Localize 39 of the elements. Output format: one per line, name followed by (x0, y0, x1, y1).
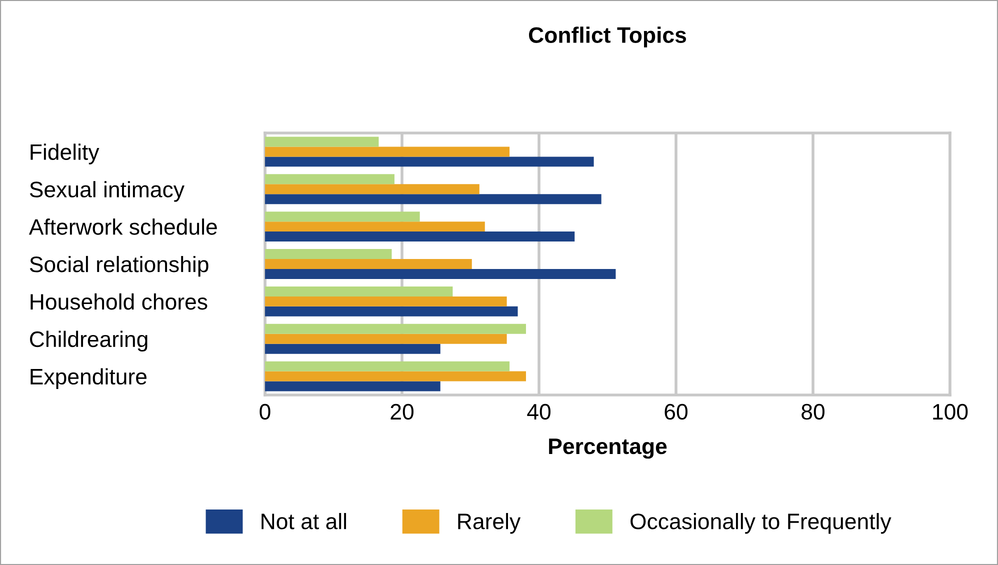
x-tick-label: 0 (260, 404, 270, 420)
y-tick-label: Social relationship (30, 256, 208, 277)
y-tick-label: Childrearing (30, 330, 148, 352)
x-tick-label: 100 (933, 404, 968, 420)
y-tick-label: Expenditure (30, 368, 146, 389)
bar (265, 306, 518, 316)
bar (265, 232, 575, 242)
bar (265, 136, 379, 147)
x-tick-label: 60 (664, 404, 688, 420)
y-tick-label: Fidelity (30, 144, 100, 164)
bar (265, 268, 616, 279)
bar (265, 156, 594, 167)
y-tick-label: Household chores (30, 293, 208, 310)
bar (265, 174, 394, 184)
bar (265, 344, 440, 354)
bar (265, 249, 392, 260)
bar (265, 361, 510, 372)
bar (265, 381, 440, 392)
bar (265, 324, 526, 334)
y-tick-label: Afterwork schedule (28, 218, 217, 235)
bar (265, 286, 453, 296)
x-axis-title: Percentage (549, 438, 667, 459)
chart-title: Conflict Topics (528, 26, 686, 48)
x-tick-label: 80 (802, 404, 824, 420)
x-tick-label: 40 (527, 404, 550, 420)
bar (265, 222, 485, 232)
bar (265, 371, 526, 382)
legend-label: Rarely (458, 512, 521, 534)
bar (265, 194, 602, 204)
bar (265, 146, 510, 157)
bar (265, 184, 480, 194)
x-tick-label: 20 (390, 404, 414, 420)
y-tick-label: Sexual intimacy (30, 181, 184, 202)
bar (265, 334, 507, 344)
bar (265, 259, 472, 269)
legend-label: Occasionally to Frequently (630, 512, 892, 534)
bar (265, 212, 420, 222)
bar (265, 296, 507, 306)
legend-label: Not at all (262, 512, 346, 530)
